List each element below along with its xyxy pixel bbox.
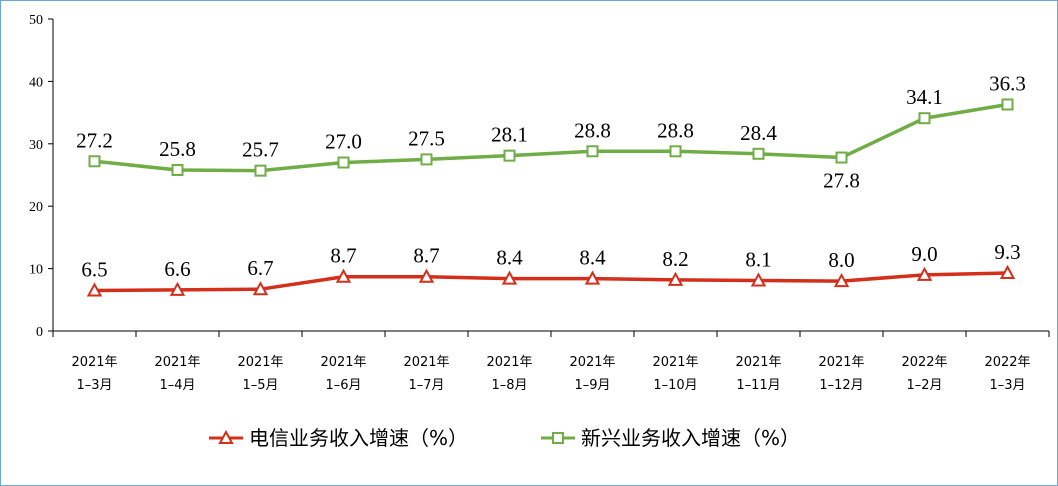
- series-1-point: [833, 272, 850, 288]
- x-category-label-period: 1–3月: [76, 378, 112, 393]
- y-tick-label: 30: [29, 138, 43, 153]
- data-label: 27.5: [408, 126, 445, 150]
- data-label: 8.2: [662, 247, 688, 271]
- series-1-point: [86, 282, 103, 297]
- y-tick-label: 10: [29, 263, 43, 278]
- series-line-2: [94, 102, 1008, 173]
- series-2-point: [171, 164, 184, 177]
- series-2-point: [835, 151, 848, 164]
- x-category-label-period: 1–9月: [574, 378, 610, 393]
- series-line-1: [94, 271, 1008, 293]
- x-category-label-period: 1–4月: [159, 378, 195, 393]
- data-label: 27.8: [823, 169, 860, 193]
- series-2-point: [503, 149, 516, 162]
- data-label: 8.4: [496, 246, 523, 270]
- series-2-point: [752, 147, 765, 160]
- data-label: 6.7: [247, 256, 273, 280]
- x-category-label-year: 2022年: [984, 355, 1030, 370]
- y-tick-label: 50: [29, 13, 43, 28]
- x-category-label-period: 1–2月: [906, 378, 942, 393]
- data-label: 28.4: [740, 121, 777, 145]
- series-1-point: [667, 271, 684, 286]
- series-1-point: [501, 270, 518, 285]
- series-1-point: [916, 266, 933, 281]
- x-category-label-year: 2021年: [237, 355, 283, 370]
- x-category-label-year: 2022年: [901, 355, 947, 370]
- x-category-label-year: 2021年: [818, 355, 864, 370]
- y-tick-label: 40: [29, 75, 43, 90]
- x-category-label-year: 2021年: [71, 355, 117, 370]
- series-2-point: [337, 156, 350, 169]
- data-label: 28.1: [491, 123, 528, 147]
- series-2-point: [88, 155, 101, 168]
- series-2-point: [669, 145, 682, 158]
- data-label: 34.1: [906, 85, 943, 109]
- x-category-label-year: 2021年: [403, 355, 449, 370]
- x-category-label-period: 1–10月: [653, 378, 697, 393]
- data-label: 8.0: [828, 248, 854, 272]
- series-2-point: [918, 112, 931, 125]
- series-2-point: [420, 153, 433, 166]
- data-label: 25.8: [159, 137, 196, 161]
- data-label: 6.5: [81, 257, 107, 281]
- x-category-label-year: 2021年: [652, 355, 698, 370]
- x-category-label-year: 2021年: [320, 355, 366, 370]
- series-2-point: [586, 145, 599, 158]
- series-1-point: [999, 264, 1016, 279]
- data-label: 27.2: [76, 128, 113, 152]
- x-category-label-year: 2021年: [486, 355, 532, 370]
- y-tick-label: 20: [29, 200, 43, 215]
- data-label: 28.8: [657, 118, 694, 142]
- data-label: 25.7: [242, 138, 279, 162]
- series-1-point: [169, 281, 186, 296]
- data-label: 8.1: [745, 247, 771, 271]
- data-label: 9.3: [994, 240, 1020, 264]
- data-label: 8.7: [330, 244, 356, 268]
- data-label: 8.4: [579, 246, 606, 270]
- series-1-point: [335, 268, 352, 283]
- x-category-label-period: 1–6月: [325, 378, 361, 393]
- x-category-label-year: 2021年: [569, 355, 615, 370]
- data-label: 28.8: [574, 118, 611, 142]
- data-label: 27.0: [325, 130, 362, 154]
- series-1-point: [252, 281, 269, 296]
- data-label: 6.6: [164, 257, 190, 281]
- legend-square-icon: [552, 432, 564, 444]
- data-label: 9.0: [911, 242, 937, 266]
- x-category-label-period: 1–11月: [736, 378, 780, 393]
- x-category-label-year: 2021年: [735, 355, 781, 370]
- series-1-point: [418, 268, 435, 283]
- series-2-point: [1001, 98, 1014, 111]
- series-2-point: [254, 164, 267, 177]
- x-category-label-period: 1–8月: [491, 378, 527, 393]
- x-category-label-period: 1–5月: [242, 378, 278, 393]
- y-tick-label: 0: [36, 325, 43, 340]
- x-category-label-year: 2021年: [154, 355, 200, 370]
- data-label: 8.7: [413, 244, 439, 268]
- x-category-label-period: 1–12月: [819, 378, 863, 393]
- legend-label-1: 电信业务收入增速（%）: [249, 426, 468, 450]
- series-1-point: [584, 270, 601, 285]
- x-category-label-period: 1–3月: [989, 378, 1025, 393]
- legend-label-2: 新兴业务收入增速（%）: [581, 426, 800, 450]
- data-label: 36.3: [989, 71, 1026, 95]
- legend-triangle-icon: [218, 429, 234, 444]
- x-category-label-period: 1–7月: [408, 378, 444, 393]
- series-1-point: [750, 272, 767, 287]
